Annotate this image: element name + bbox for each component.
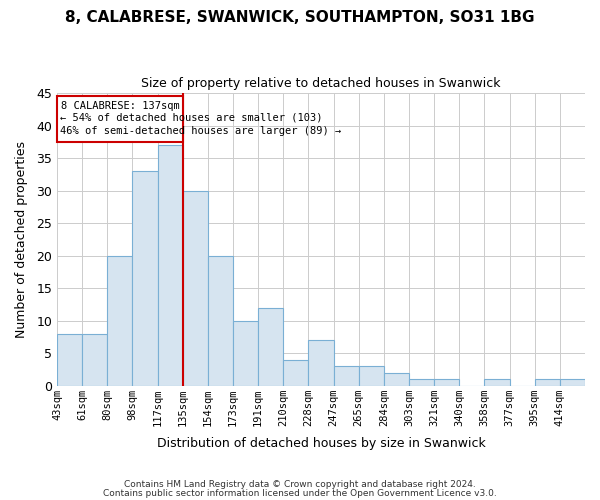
Title: Size of property relative to detached houses in Swanwick: Size of property relative to detached ho… xyxy=(141,78,501,90)
Bar xyxy=(535,379,560,386)
Bar xyxy=(409,379,434,386)
Bar xyxy=(133,171,158,386)
Bar xyxy=(57,334,82,386)
Text: Contains public sector information licensed under the Open Government Licence v3: Contains public sector information licen… xyxy=(103,488,497,498)
Bar xyxy=(484,379,509,386)
Text: 8, CALABRESE, SWANWICK, SOUTHAMPTON, SO31 1BG: 8, CALABRESE, SWANWICK, SOUTHAMPTON, SO3… xyxy=(65,10,535,25)
X-axis label: Distribution of detached houses by size in Swanwick: Distribution of detached houses by size … xyxy=(157,437,485,450)
Text: Contains HM Land Registry data © Crown copyright and database right 2024.: Contains HM Land Registry data © Crown c… xyxy=(124,480,476,489)
Bar xyxy=(208,256,233,386)
Text: 8 CALABRESE: 137sqm: 8 CALABRESE: 137sqm xyxy=(61,101,179,111)
Bar xyxy=(308,340,334,386)
FancyBboxPatch shape xyxy=(57,96,183,142)
Bar xyxy=(158,145,183,386)
Bar xyxy=(359,366,384,386)
Text: 46% of semi-detached houses are larger (89) →: 46% of semi-detached houses are larger (… xyxy=(60,126,341,136)
Bar xyxy=(258,308,283,386)
Text: ← 54% of detached houses are smaller (103): ← 54% of detached houses are smaller (10… xyxy=(60,112,323,122)
Y-axis label: Number of detached properties: Number of detached properties xyxy=(15,141,28,338)
Bar xyxy=(183,190,208,386)
Bar xyxy=(384,372,409,386)
Bar xyxy=(82,334,107,386)
Bar xyxy=(283,360,308,386)
Bar xyxy=(560,379,585,386)
Bar xyxy=(334,366,359,386)
Bar xyxy=(107,256,133,386)
Bar xyxy=(434,379,460,386)
Bar xyxy=(233,320,258,386)
